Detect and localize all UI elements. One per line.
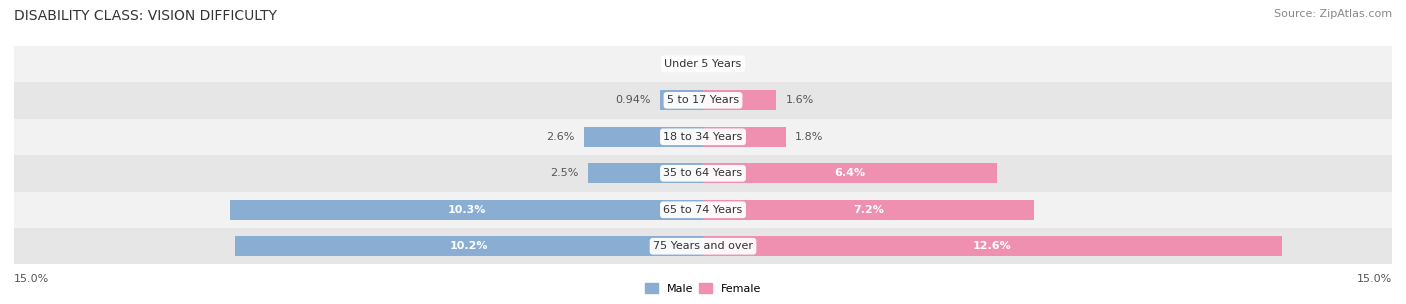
Text: 0.0%: 0.0% [665,59,693,69]
Text: 1.6%: 1.6% [786,95,814,105]
Bar [14,155,1392,192]
Text: 0.0%: 0.0% [713,59,741,69]
Legend: Male, Female: Male, Female [640,279,766,299]
Text: 15.0%: 15.0% [1357,274,1392,284]
Bar [14,82,1392,119]
Text: 65 to 74 Years: 65 to 74 Years [664,205,742,215]
Text: 15.0%: 15.0% [14,274,49,284]
Bar [14,192,1392,228]
Bar [588,163,703,183]
Bar [703,200,1033,220]
Text: 0.94%: 0.94% [616,95,651,105]
Bar [703,236,1282,256]
Text: 2.5%: 2.5% [551,168,579,178]
Text: 5 to 17 Years: 5 to 17 Years [666,95,740,105]
Text: DISABILITY CLASS: VISION DIFFICULTY: DISABILITY CLASS: VISION DIFFICULTY [14,9,277,23]
Bar [235,236,703,256]
Text: 18 to 34 Years: 18 to 34 Years [664,132,742,142]
Bar [703,163,997,183]
Bar [703,127,786,147]
Text: 12.6%: 12.6% [973,241,1012,251]
Bar [583,127,703,147]
Bar [231,200,703,220]
Text: Under 5 Years: Under 5 Years [665,59,741,69]
Text: 2.6%: 2.6% [546,132,575,142]
Text: 7.2%: 7.2% [853,205,884,215]
Text: Source: ZipAtlas.com: Source: ZipAtlas.com [1274,9,1392,19]
Bar [703,90,776,110]
Text: 10.3%: 10.3% [447,205,485,215]
Bar [14,119,1392,155]
Text: 1.8%: 1.8% [794,132,824,142]
Bar [659,90,703,110]
Text: 35 to 64 Years: 35 to 64 Years [664,168,742,178]
Text: 6.4%: 6.4% [834,168,866,178]
Bar [14,228,1392,264]
Text: 10.2%: 10.2% [450,241,488,251]
Text: 75 Years and over: 75 Years and over [652,241,754,251]
Bar [14,46,1392,82]
